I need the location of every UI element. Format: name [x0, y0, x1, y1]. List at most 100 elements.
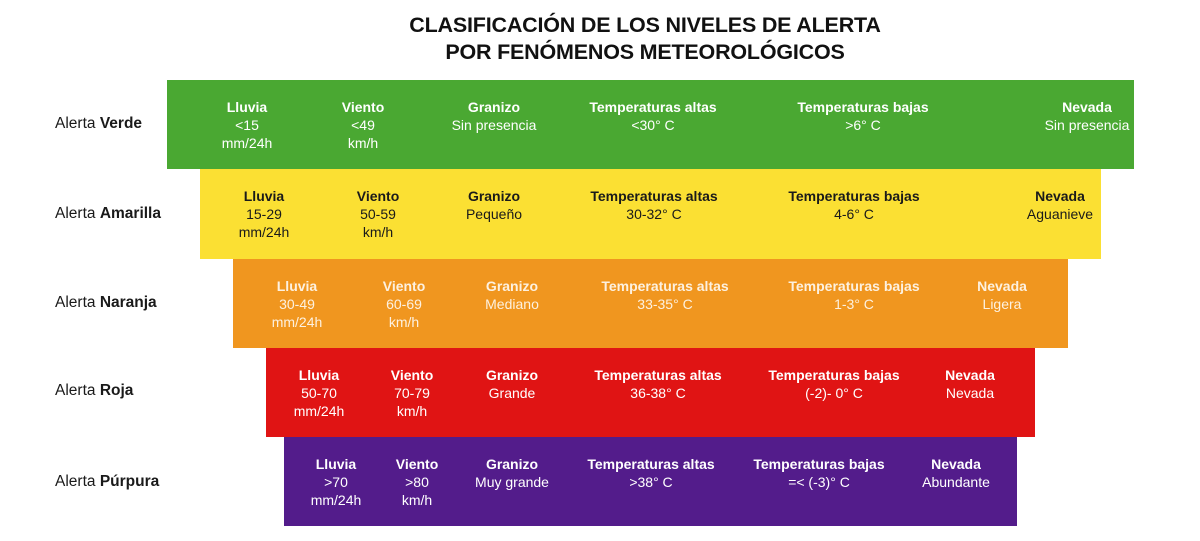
cell-value: 50-59	[360, 206, 396, 222]
cell-header: Lluvia	[243, 188, 285, 204]
cell-value: 36-38° C	[630, 385, 686, 401]
band-purpura: Lluvia >70 mm/24h Viento >80 km/h Granizo Muy g…	[284, 437, 1017, 526]
cell-viento: Viento 70-79 km/h	[391, 366, 434, 420]
row-label-verde: Alerta Verde	[55, 115, 143, 132]
cell-temperaturas-altas: Temperaturas altas 30-32° C	[590, 187, 717, 223]
cell-header: Temperaturas bajas	[768, 367, 900, 383]
cell-temperaturas-altas: Temperaturas altas >38° C	[587, 455, 714, 491]
cell-value: <49	[351, 117, 375, 133]
band-naranja: Lluvia 30-49 mm/24h Viento 60-69 km/h Granizo M…	[233, 259, 1068, 348]
cell-value: Aguanieve	[1026, 206, 1094, 222]
cell-value: 1-3° C	[834, 296, 874, 312]
cell-nevada: Nevada Abundante	[922, 455, 990, 491]
cell-value: Muy grande	[475, 474, 549, 490]
level-name: Amarilla	[99, 205, 161, 222]
cell-lluvia: Lluvia 50-70 mm/24h	[294, 366, 345, 420]
cell-header: Lluvia	[226, 99, 268, 115]
cell-value: Nevada	[945, 385, 995, 401]
cell-value: (-2)- 0° C	[805, 385, 863, 401]
cell-header: Granizo	[467, 99, 521, 115]
cell-header: Nevada	[931, 456, 981, 472]
cell-value: Sin presencia	[1044, 117, 1130, 133]
cell-header: Temperaturas bajas	[788, 188, 920, 204]
band-amarilla: Lluvia 15-29 mm/24h Viento 50-59 km/h Granizo P…	[200, 169, 1101, 259]
level-name: Roja	[99, 382, 134, 399]
cell-header: Temperaturas altas	[589, 99, 717, 115]
cell-temperaturas-bajas: Temperaturas bajas 1-3° C	[788, 277, 919, 313]
cell-value: Pequeño	[465, 206, 523, 222]
cell-value: <15	[235, 117, 259, 133]
cell-granizo: Granizo Muy grande	[475, 455, 549, 491]
band-roja: Lluvia 50-70 mm/24h Viento 70-79 km/h Granizo G…	[266, 348, 1035, 437]
cell-temperaturas-bajas: Temperaturas bajas 4-6° C	[788, 187, 919, 223]
cell-value: 4-6° C	[834, 206, 874, 222]
cell-temperaturas-altas: Temperaturas altas 36-38° C	[594, 366, 721, 402]
cell-header: Granizo	[485, 367, 539, 383]
cell-temperaturas-bajas: Temperaturas bajas =< (-3)° C	[753, 455, 884, 491]
cell-nevada: Nevada Sin presencia	[1045, 98, 1130, 134]
cell-temperaturas-altas: Temperaturas altas <30° C	[589, 98, 716, 134]
cell-value: mm/24h	[310, 492, 362, 508]
cell-temperaturas-bajas: Temperaturas bajas >6° C	[797, 98, 928, 134]
cell-value: mm/24h	[271, 314, 323, 330]
cell-value: Ligera	[982, 296, 1022, 312]
cell-header: Temperaturas altas	[601, 278, 729, 294]
cell-lluvia: Lluvia >70 mm/24h	[311, 455, 362, 509]
cell-lluvia: Lluvia 15-29 mm/24h	[239, 187, 290, 241]
cell-value: 33-35° C	[637, 296, 693, 312]
cell-header: Nevada	[945, 367, 995, 383]
cell-value: <30° C	[631, 117, 675, 133]
cell-nevada: Nevada Ligera	[977, 277, 1027, 313]
cell-lluvia: Lluvia 30-49 mm/24h	[272, 277, 323, 331]
cell-value: 60-69	[386, 296, 422, 312]
cell-value: >38° C	[629, 474, 673, 490]
cell-header: Temperaturas altas	[590, 188, 718, 204]
cell-header: Viento	[341, 99, 385, 115]
cell-header: Temperaturas bajas	[753, 456, 885, 472]
cell-temperaturas-altas: Temperaturas altas 33-35° C	[601, 277, 728, 313]
cell-header: Viento	[390, 367, 434, 383]
cell-header: Lluvia	[276, 278, 318, 294]
cell-header: Nevada	[1035, 188, 1085, 204]
row-label-roja: Alerta Roja	[55, 382, 134, 399]
cell-value: mm/24h	[293, 403, 345, 419]
cell-header: Nevada	[1062, 99, 1112, 115]
row-label-naranja: Alerta Naranja	[55, 294, 157, 311]
cell-value: Sin presencia	[451, 117, 537, 133]
cell-value: km/h	[401, 492, 433, 508]
level-name: Púrpura	[99, 473, 160, 490]
cell-header: Granizo	[485, 456, 539, 472]
cell-viento: Viento 60-69 km/h	[383, 277, 426, 331]
cell-value: km/h	[362, 224, 394, 240]
cell-header: Nevada	[977, 278, 1027, 294]
cell-nevada: Nevada Nevada	[945, 366, 995, 402]
cell-value: mm/24h	[221, 135, 273, 151]
title-line-1: CLASIFICACIÓN DE LOS NIVELES DE ALERTA	[409, 13, 881, 37]
cell-temperaturas-bajas: Temperaturas bajas (-2)- 0° C	[768, 366, 899, 402]
cell-header: Granizo	[467, 188, 521, 204]
cell-viento: Viento <49 km/h	[342, 98, 385, 152]
cell-value: km/h	[396, 403, 428, 419]
cell-lluvia: Lluvia <15 mm/24h	[222, 98, 273, 152]
cell-granizo: Granizo Grande	[486, 366, 538, 402]
cell-value: Grande	[488, 385, 536, 401]
cell-header: Temperaturas bajas	[797, 99, 929, 115]
title-line-2: POR FENÓMENOS METEOROLÓGICOS	[445, 40, 845, 64]
cell-granizo: Granizo Sin presencia	[452, 98, 537, 134]
cell-value: 15-29	[246, 206, 282, 222]
cell-value: >6° C	[845, 117, 881, 133]
cell-header: Temperaturas altas	[587, 456, 715, 472]
cell-value: Mediano	[485, 296, 539, 312]
cell-header: Temperaturas altas	[594, 367, 722, 383]
page-title: CLASIFICACIÓN DE LOS NIVELES DE ALERTA P…	[0, 12, 1200, 66]
cell-value: Abundante	[922, 474, 990, 490]
cell-header: Viento	[395, 456, 439, 472]
cell-value: 70-79	[394, 385, 430, 401]
cell-value: =< (-3)° C	[788, 474, 850, 490]
cell-header: Viento	[356, 188, 400, 204]
level-name: Naranja	[99, 294, 157, 311]
cell-nevada: Nevada Aguanieve	[1027, 187, 1093, 223]
cell-value: 30-32° C	[626, 206, 682, 222]
cell-value: 30-49	[279, 296, 315, 312]
band-verde: Lluvia <15 mm/24h Viento <49 km/h Granizo Sin p…	[167, 80, 1134, 169]
